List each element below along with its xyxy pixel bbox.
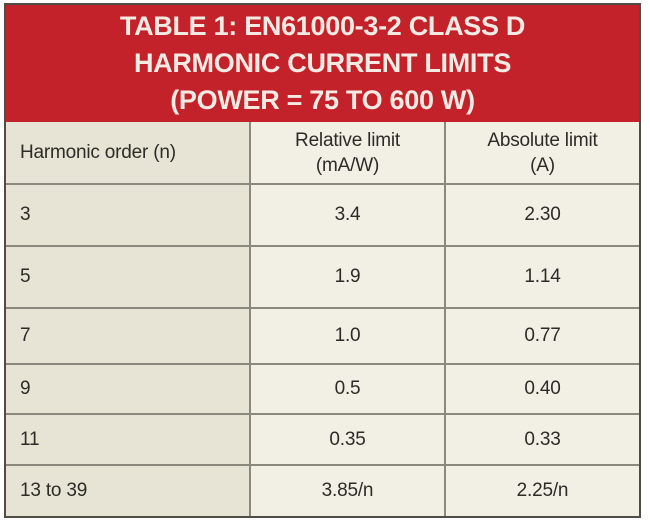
- header-relative-limit-label: Relative limit: [295, 129, 400, 151]
- header-relative-limit: Relative limit (mA/W): [249, 122, 444, 183]
- relative-limit-cell: 0.5: [249, 365, 444, 413]
- header-absolute-limit: Absolute limit (A): [444, 122, 639, 183]
- table-header-row: Harmonic order (n) Relative limit (mA/W)…: [6, 122, 639, 183]
- harmonic-order-cell: 3: [6, 185, 249, 245]
- harmonic-order-cell: 11: [6, 415, 249, 464]
- relative-limit-cell: 3.4: [249, 185, 444, 245]
- header-absolute-limit-unit: (A): [530, 154, 555, 176]
- harmonic-order-cell: 13 to 39: [6, 466, 249, 516]
- header-absolute-limit-label: Absolute limit: [487, 129, 598, 151]
- table-row: 9 0.5 0.40: [6, 363, 639, 413]
- relative-limit-cell: 1.0: [249, 309, 444, 363]
- absolute-limit-cell: 2.30: [444, 185, 639, 245]
- header-relative-limit-unit: (mA/W): [315, 154, 380, 176]
- harmonic-order-cell: 5: [6, 247, 249, 307]
- table-row: 3 3.4 2.30: [6, 183, 639, 245]
- table-title-line-3: (POWER = 75 TO 600 W): [170, 85, 475, 115]
- absolute-limit-cell: 0.40: [444, 365, 639, 413]
- absolute-limit-cell: 0.33: [444, 415, 639, 464]
- table-title-band: TABLE 1: EN61000-3-2 CLASS D HARMONIC CU…: [6, 5, 639, 122]
- absolute-limit-cell: 0.77: [444, 309, 639, 363]
- table-row: 13 to 39 3.85/n 2.25/n: [6, 464, 639, 516]
- harmonic-limits-table: TABLE 1: EN61000-3-2 CLASS D HARMONIC CU…: [4, 3, 641, 518]
- table-row: 7 1.0 0.77: [6, 307, 639, 363]
- absolute-limit-cell: 1.14: [444, 247, 639, 307]
- relative-limit-cell: 3.85/n: [249, 466, 444, 516]
- table-title-line-2: HARMONIC CURRENT LIMITS: [133, 48, 512, 78]
- harmonic-order-cell: 7: [6, 309, 249, 363]
- table-title-line-1: TABLE 1: EN61000-3-2 CLASS D: [119, 11, 526, 41]
- harmonic-order-cell: 9: [6, 365, 249, 413]
- table-row: 11 0.35 0.33: [6, 413, 639, 464]
- header-harmonic-order: Harmonic order (n): [6, 122, 249, 183]
- relative-limit-cell: 1.9: [249, 247, 444, 307]
- relative-limit-cell: 0.35: [249, 415, 444, 464]
- table-row: 5 1.9 1.14: [6, 245, 639, 307]
- absolute-limit-cell: 2.25/n: [444, 466, 639, 516]
